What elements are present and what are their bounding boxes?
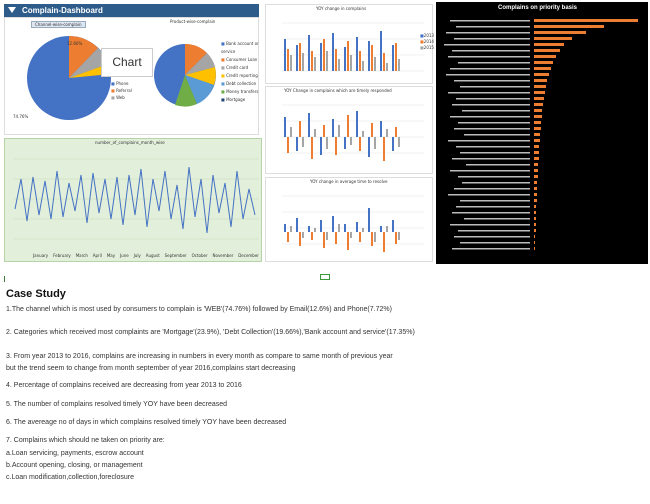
- legend-money: Money transfers: [226, 89, 259, 94]
- yoy1-legend: ■2013 ■2014 ■2015: [420, 33, 434, 50]
- month-label: July: [133, 253, 141, 258]
- monthly-chart-panel[interactable]: number_of_complains_month_wise January F…: [4, 138, 262, 262]
- sheet-marker-icon[interactable]: [320, 274, 330, 280]
- channel-pct-1: 12.60%: [67, 41, 83, 46]
- monthly-line-chart: [13, 158, 259, 240]
- channel-chart-title: Channel-wise-complain: [31, 21, 86, 28]
- legend-consumer: Consumer Loan: [226, 57, 258, 62]
- priority-bar-chart: [444, 19, 638, 250]
- priority-title: Complains on priority basis: [498, 5, 578, 11]
- month-label: April: [92, 253, 102, 258]
- channel-pct-3: 74.76%: [13, 114, 29, 119]
- case-study-line-2: 2. Categories which received most compla…: [6, 329, 415, 336]
- product-pie-chart: [154, 43, 216, 107]
- yoy1-title: YOY change in complains: [316, 6, 367, 11]
- yoy3-title: YOY change in average time to resolve: [310, 179, 388, 184]
- legend-year: 2014: [423, 39, 434, 44]
- channel-legend: ■ Phone ■ Referral ■ Web: [111, 81, 132, 100]
- case-study-line-4: 4. Percentage of complains received are …: [6, 382, 242, 389]
- yoy1-bar-chart: [282, 22, 424, 72]
- chevron-down-icon: [8, 7, 16, 13]
- yoy3-bar-chart: [282, 195, 424, 252]
- cell-marker: [4, 276, 5, 282]
- case-study-line-7: 7. Complains which should ne taken on pr…: [6, 437, 165, 444]
- chart-placeholder[interactable]: Chart: [101, 48, 153, 77]
- legend-web: Web: [116, 95, 125, 100]
- legend-mortgage: Mortgage: [226, 97, 246, 102]
- case-study-line-7c: c.Loan modification,collection,foreclosu…: [6, 474, 135, 481]
- pie-charts-panel[interactable]: Channel-wise-complain Product-wise-compl…: [4, 17, 259, 135]
- channel-pie-chart: [27, 36, 111, 120]
- month-label: October: [191, 253, 208, 258]
- legend-credit-reporting: Credit reporting: [226, 73, 258, 78]
- case-study-line-3: 3. From year 2013 to 2016, complains are…: [6, 353, 393, 360]
- legend-bank: Bank account or service: [221, 41, 259, 54]
- case-study-line-5: 5. The number of complains resolved time…: [6, 401, 228, 408]
- legend-phone: Phone: [116, 81, 129, 86]
- legend-debt: Debt collection: [226, 81, 257, 86]
- case-study-line-7b: b.Account opening, closing, or managemen…: [6, 462, 143, 469]
- case-study-title: Case Study: [6, 288, 66, 300]
- legend-referral: Referral: [116, 88, 132, 93]
- yoy-timely-panel[interactable]: YOY Change in complains which are timely…: [265, 86, 433, 174]
- dashboard-title-bar: Complain-Dashboard: [4, 4, 259, 17]
- yoy-complains-panel[interactable]: YOY change in complains ■2013 ■2014 ■201…: [265, 4, 434, 84]
- legend-year: 2013: [423, 33, 434, 38]
- product-legend: ■ Bank account or service ■ Consumer Loa…: [221, 41, 259, 102]
- dashboard-title: Complain-Dashboard: [22, 6, 103, 15]
- legend-credit-card: Credit card: [226, 65, 249, 70]
- month-label: November: [212, 253, 234, 258]
- month-label: August: [145, 253, 160, 258]
- case-study-line-3b: but the trend seem to change from month …: [6, 365, 296, 372]
- priority-panel[interactable]: Complains on priority basis: [436, 2, 648, 264]
- month-axis: January February March April May June Ju…: [33, 253, 259, 258]
- yoy2-bar-chart: [282, 104, 424, 161]
- month-label: March: [75, 253, 88, 258]
- case-study-line-7a: a.Loan servicing, payments, escrow accou…: [6, 450, 144, 457]
- month-label: February: [53, 253, 71, 258]
- case-study-line-1: 1.The channel which is most used by cons…: [6, 306, 392, 313]
- month-label: May: [106, 253, 116, 258]
- yoy2-title: YOY Change in complains which are timely…: [284, 88, 392, 93]
- product-chart-title: Product-wise-complain: [170, 19, 216, 24]
- month-label: June: [120, 253, 129, 258]
- yoy-resolve-panel[interactable]: YOY change in average time to resolve: [265, 177, 433, 262]
- legend-year: 2015: [423, 45, 434, 50]
- month-label: January: [33, 253, 49, 258]
- month-label: September: [164, 253, 187, 258]
- monthly-chart-title: number_of_complains_month_wise: [95, 140, 165, 145]
- case-study-line-6: 6. The avereage no of days in which comp…: [6, 419, 287, 426]
- month-label: December: [238, 253, 259, 258]
